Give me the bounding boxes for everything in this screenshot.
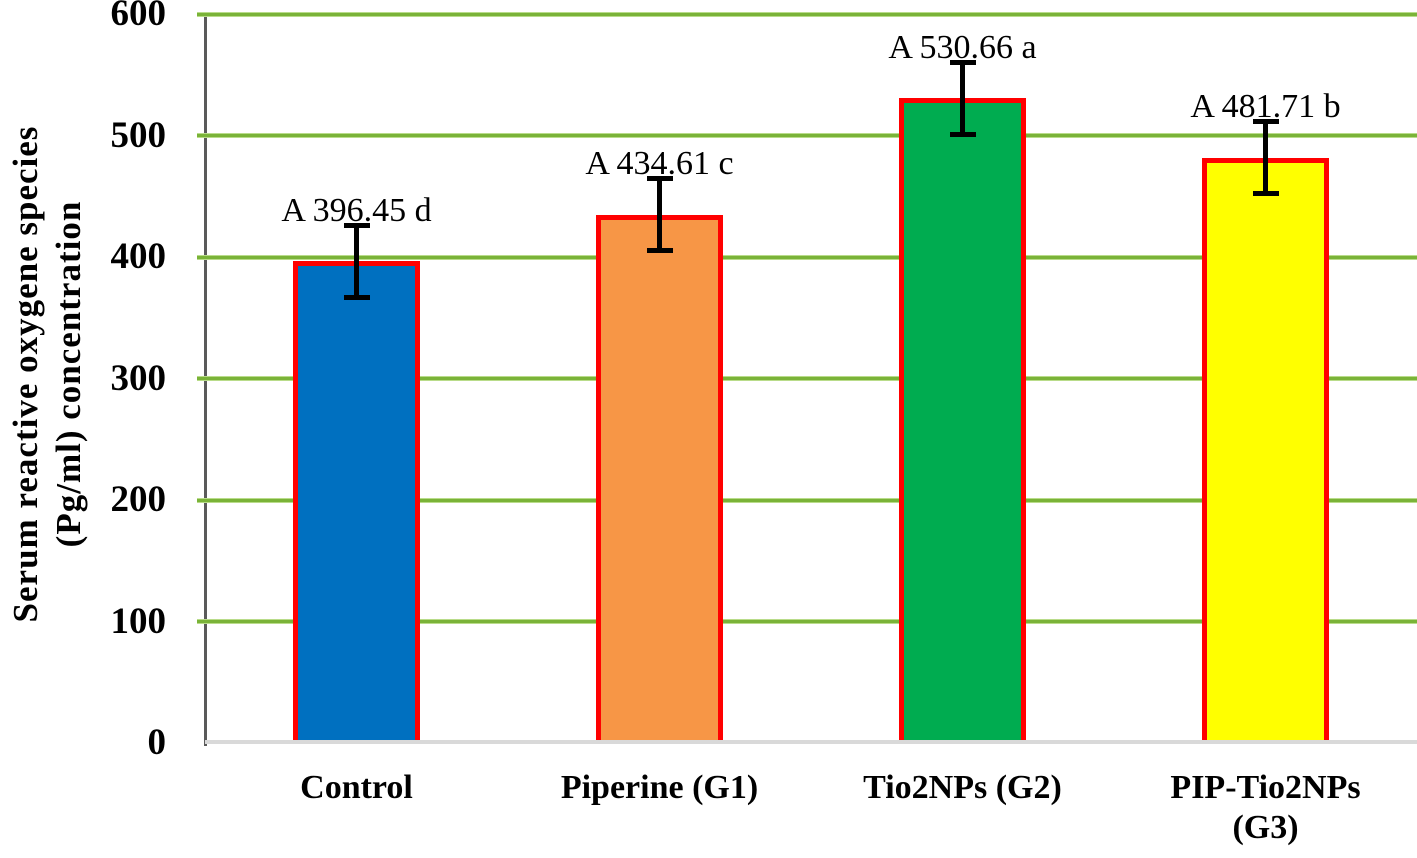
error-bar-bottom-cap-tio2nps-g2 xyxy=(949,131,976,137)
error-bar-bottom-cap-control xyxy=(343,294,370,300)
y-tick-label-200: 200 xyxy=(110,479,167,520)
gridline-300 xyxy=(197,377,1417,380)
bar-value-label-pip-tio2nps-g3: A 481.71 b xyxy=(1190,88,1341,126)
x-category-label-tio2nps-g2: Tio2NPs (G2) xyxy=(863,769,1062,806)
y-tick-label-0: 0 xyxy=(147,722,167,763)
error-bar-top-cap-control xyxy=(343,222,370,228)
error-bar-bottom-cap-piperine-g1 xyxy=(646,248,673,254)
y-tick-label-100: 100 xyxy=(110,600,167,642)
error-bar-top-cap-piperine-g1 xyxy=(646,176,673,182)
error-bar-line-piperine-g1 xyxy=(657,178,662,252)
y-tick-label-300: 300 xyxy=(110,357,167,399)
x-category-label-pip-tio2nps-g3: PIP-Tio2NPs (G3) xyxy=(1170,769,1361,846)
y-tick-label-400: 400 xyxy=(110,236,167,277)
error-bar-line-pip-tio2nps-g3 xyxy=(1263,121,1268,195)
bar-value-label-control: A 396.45 d xyxy=(281,191,432,229)
bar-pip-tio2nps-g3 xyxy=(1202,157,1329,742)
bar-tio2nps-g2 xyxy=(899,98,1026,742)
gridline-400 xyxy=(197,255,1417,259)
x-category-label-piperine-g1: Piperine (G1) xyxy=(560,769,759,806)
error-bar-top-cap-tio2nps-g2 xyxy=(949,59,976,65)
y-tick-label-600: 600 xyxy=(110,0,167,34)
error-bar-bottom-cap-pip-tio2nps-g3 xyxy=(1252,191,1279,197)
gridline-600 xyxy=(197,12,1417,16)
bar-value-label-tio2nps-g2: A 530.66 a xyxy=(888,28,1037,66)
error-bar-top-cap-pip-tio2nps-g3 xyxy=(1252,119,1279,125)
error-bar-line-tio2nps-g2 xyxy=(960,61,965,135)
gridline-200 xyxy=(197,498,1417,502)
bar-value-label-piperine-g1: A 434.61 c xyxy=(585,145,734,183)
x-axis-line xyxy=(205,740,1417,744)
gridline-100 xyxy=(197,620,1417,623)
gridline-500 xyxy=(197,134,1417,137)
error-bar-line-control xyxy=(354,224,359,298)
bar-control xyxy=(293,261,420,742)
x-category-label-control: Control xyxy=(300,769,413,806)
y-tick-label-500: 500 xyxy=(110,114,167,156)
bar-piperine-g1 xyxy=(596,214,723,742)
